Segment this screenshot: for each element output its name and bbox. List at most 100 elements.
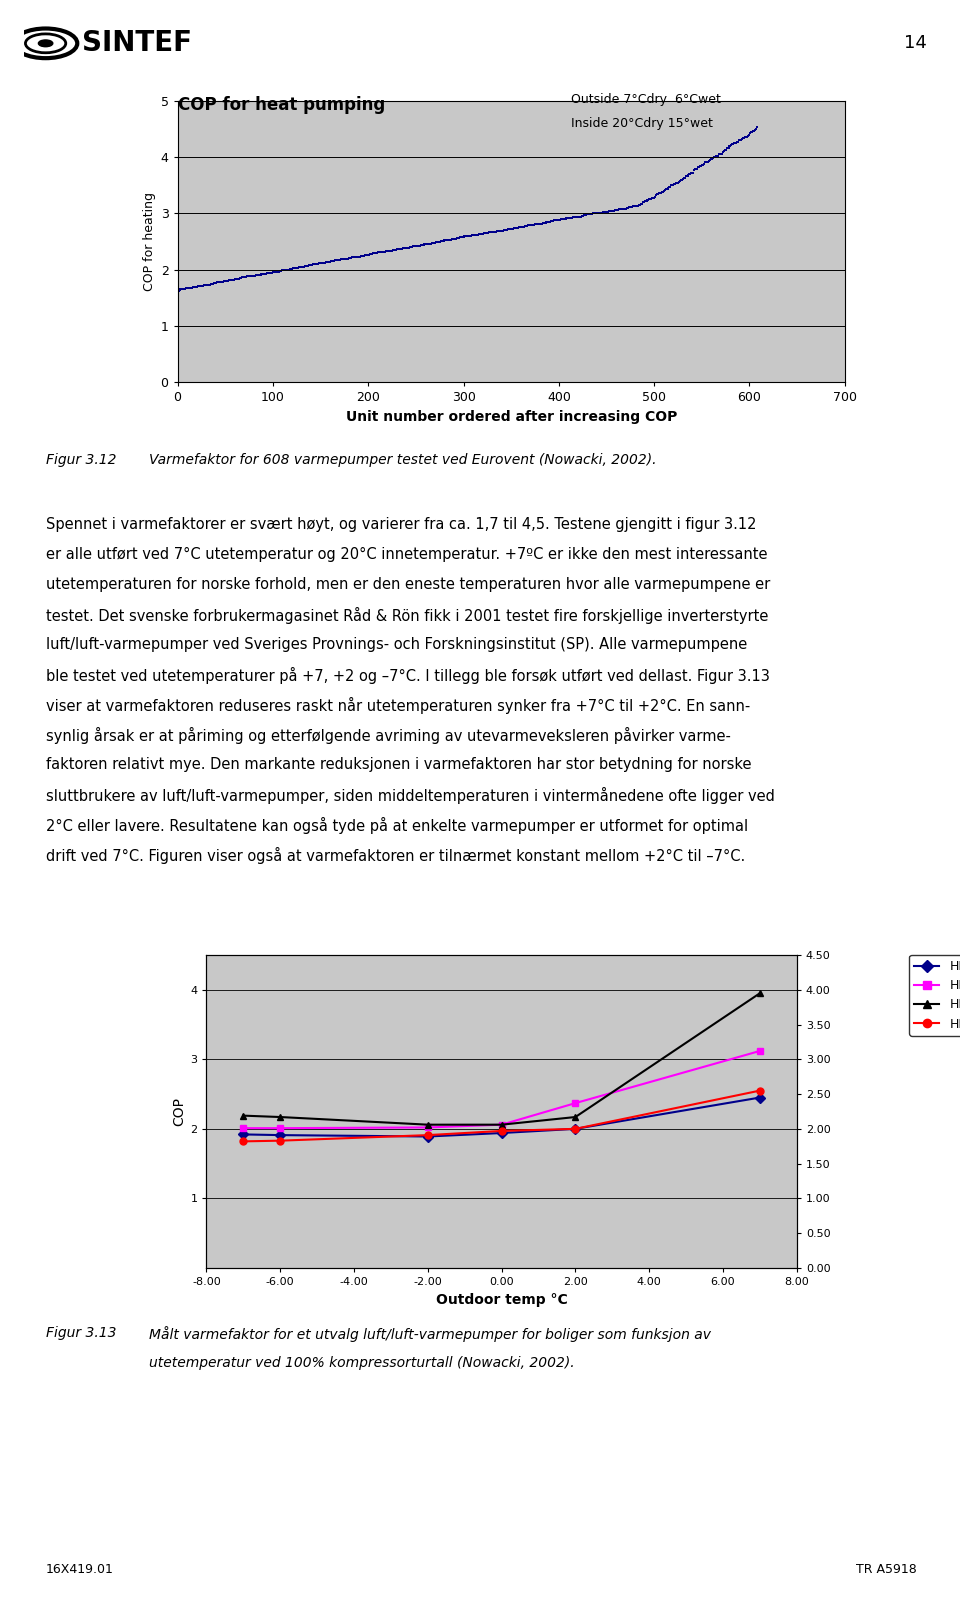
Point — [645, 185, 660, 210]
Point — [290, 255, 305, 281]
Point — [241, 263, 256, 289]
Point — [281, 257, 297, 282]
Point — [607, 197, 622, 223]
HP2 — [569, 1093, 581, 1112]
Point — [707, 144, 722, 170]
Point — [400, 234, 416, 260]
Point — [298, 254, 313, 279]
Point — [171, 278, 186, 303]
Point — [381, 238, 396, 263]
Point — [220, 268, 235, 294]
Point — [682, 160, 697, 186]
Point — [697, 149, 712, 175]
Point — [418, 231, 433, 257]
Point — [397, 236, 413, 262]
HP2 — [495, 1115, 507, 1135]
Point — [206, 270, 222, 295]
HP2 — [422, 1117, 434, 1136]
Point — [514, 213, 529, 239]
Point — [552, 207, 567, 233]
Point — [329, 247, 345, 273]
Point — [373, 239, 389, 265]
Point — [289, 255, 304, 281]
Point — [222, 268, 237, 294]
Point — [337, 246, 352, 271]
Point — [406, 233, 421, 258]
Point — [539, 210, 554, 236]
Point — [302, 252, 318, 278]
Point — [617, 196, 633, 221]
Point — [369, 239, 384, 265]
Point — [637, 188, 653, 213]
Point — [578, 202, 593, 228]
Point — [568, 204, 584, 230]
Point — [262, 260, 277, 286]
Point — [285, 255, 300, 281]
Point — [186, 274, 202, 300]
Point — [457, 223, 472, 249]
Point — [532, 210, 547, 236]
Text: Inside 20°Cdry 15°wet: Inside 20°Cdry 15°wet — [571, 117, 713, 130]
Point — [501, 217, 516, 242]
Point — [650, 181, 665, 207]
Point — [389, 236, 404, 262]
Point — [208, 270, 224, 295]
Point — [669, 170, 684, 196]
Point — [180, 276, 195, 302]
Point — [293, 254, 308, 279]
Point — [596, 199, 612, 225]
Point — [591, 201, 607, 226]
Point — [672, 167, 687, 193]
Point — [398, 234, 414, 260]
Point — [192, 273, 207, 299]
Point — [474, 221, 490, 247]
Point — [500, 217, 516, 242]
Point — [412, 233, 427, 258]
Point — [204, 271, 220, 297]
Point — [225, 266, 240, 292]
Point — [217, 268, 232, 294]
Point — [685, 160, 701, 186]
Point — [671, 169, 686, 194]
Point — [580, 202, 595, 228]
Point — [177, 276, 192, 302]
Point — [268, 260, 283, 286]
Point — [264, 260, 279, 286]
Point — [207, 270, 223, 295]
Point — [524, 212, 540, 238]
Point — [702, 148, 717, 173]
Point — [358, 242, 373, 268]
Point — [327, 247, 343, 273]
Point — [703, 148, 718, 173]
Point — [395, 236, 410, 262]
Point — [275, 257, 290, 282]
Point — [429, 230, 444, 255]
Point — [705, 146, 720, 172]
Point — [609, 197, 624, 223]
Point — [342, 246, 357, 271]
Point — [267, 260, 282, 286]
HP1 — [422, 1127, 434, 1146]
HP1 — [275, 1125, 286, 1144]
Point — [309, 250, 324, 276]
Point — [540, 209, 556, 234]
Point — [449, 226, 465, 252]
Point — [711, 141, 727, 167]
Point — [513, 213, 528, 239]
Point — [252, 262, 267, 287]
Point — [448, 226, 464, 252]
Point — [420, 231, 435, 257]
Point — [375, 239, 391, 265]
Point — [722, 133, 737, 159]
Point — [519, 213, 535, 239]
Point — [432, 230, 447, 255]
Point — [422, 231, 438, 257]
Point — [628, 193, 643, 218]
Point — [716, 138, 732, 164]
Point — [489, 218, 504, 244]
Point — [443, 226, 458, 252]
Point — [181, 276, 197, 302]
Point — [649, 181, 664, 207]
Point — [450, 225, 466, 250]
Point — [581, 201, 596, 226]
